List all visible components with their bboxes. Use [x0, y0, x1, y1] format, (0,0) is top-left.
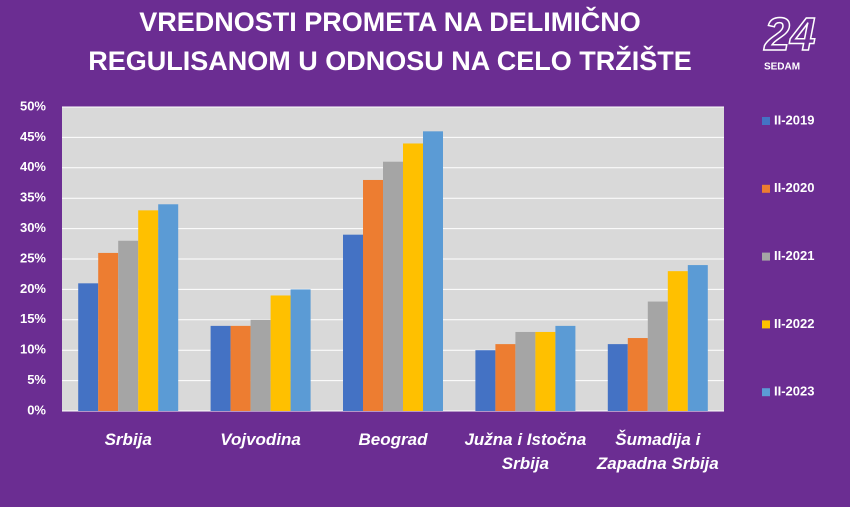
- y-tick-label: 30%: [20, 220, 46, 235]
- legend-label: II-2022: [774, 316, 814, 331]
- y-tick-label: 20%: [20, 281, 46, 296]
- logo-text: SEDAM: [764, 62, 800, 73]
- y-tick-label: 50%: [20, 98, 46, 113]
- y-tick-label: 0%: [27, 402, 46, 417]
- legend-swatch: [762, 252, 770, 261]
- bar: [535, 331, 556, 411]
- bar: [343, 234, 363, 411]
- bar: [118, 240, 139, 411]
- legend-label: II-2020: [774, 180, 814, 195]
- bar: [403, 143, 423, 412]
- bar: [667, 271, 688, 411]
- y-tick-label: 35%: [20, 190, 46, 205]
- y-tick-label: 10%: [20, 342, 46, 357]
- logo-number: 24: [763, 8, 815, 60]
- y-tick-label: 25%: [20, 250, 46, 265]
- bar: [363, 179, 383, 411]
- bar: [495, 344, 516, 411]
- bar: [423, 131, 443, 411]
- legend-label: II-2023: [774, 384, 814, 399]
- legend-label: II-2019: [774, 112, 814, 127]
- bar: [250, 319, 271, 411]
- bar: [158, 204, 179, 411]
- legend-swatch: [762, 117, 770, 125]
- bar: [515, 331, 536, 411]
- bar: [555, 325, 576, 411]
- bar: [383, 161, 403, 411]
- x-tick-label: Južna i Istočna Srbija: [464, 430, 587, 473]
- bar: [230, 325, 251, 411]
- bar: [138, 210, 159, 411]
- legend-swatch: [762, 184, 770, 193]
- x-tick-label: Beograd: [358, 430, 428, 449]
- y-tick-label: 45%: [20, 129, 46, 144]
- x-tick-label: Šumadija i Zapadna Srbija: [596, 430, 719, 473]
- x-tick-label: Srbija: [104, 430, 152, 449]
- legend-swatch: [762, 320, 770, 329]
- bar: [687, 265, 708, 411]
- bar: [98, 252, 119, 411]
- bar: [290, 289, 311, 411]
- x-tick-label: Vojvodina: [220, 430, 301, 449]
- bar: [270, 295, 291, 411]
- y-tick-label: 5%: [27, 372, 46, 387]
- chart-title: VREDNOSTI PROMETA NA DELIMIČNO: [139, 6, 641, 37]
- legend-swatch: [762, 388, 770, 397]
- bar: [78, 283, 99, 411]
- legend-label: II-2021: [774, 248, 814, 263]
- bar: [607, 344, 628, 411]
- bar: [210, 325, 231, 411]
- bar: [627, 338, 648, 411]
- chart-title: REGULISANOM U ODNOSU NA CELO TRŽIŠTE: [88, 45, 692, 76]
- y-tick-label: 40%: [20, 159, 46, 174]
- bar: [647, 301, 668, 411]
- y-tick-label: 15%: [20, 311, 46, 326]
- bar: [475, 350, 496, 411]
